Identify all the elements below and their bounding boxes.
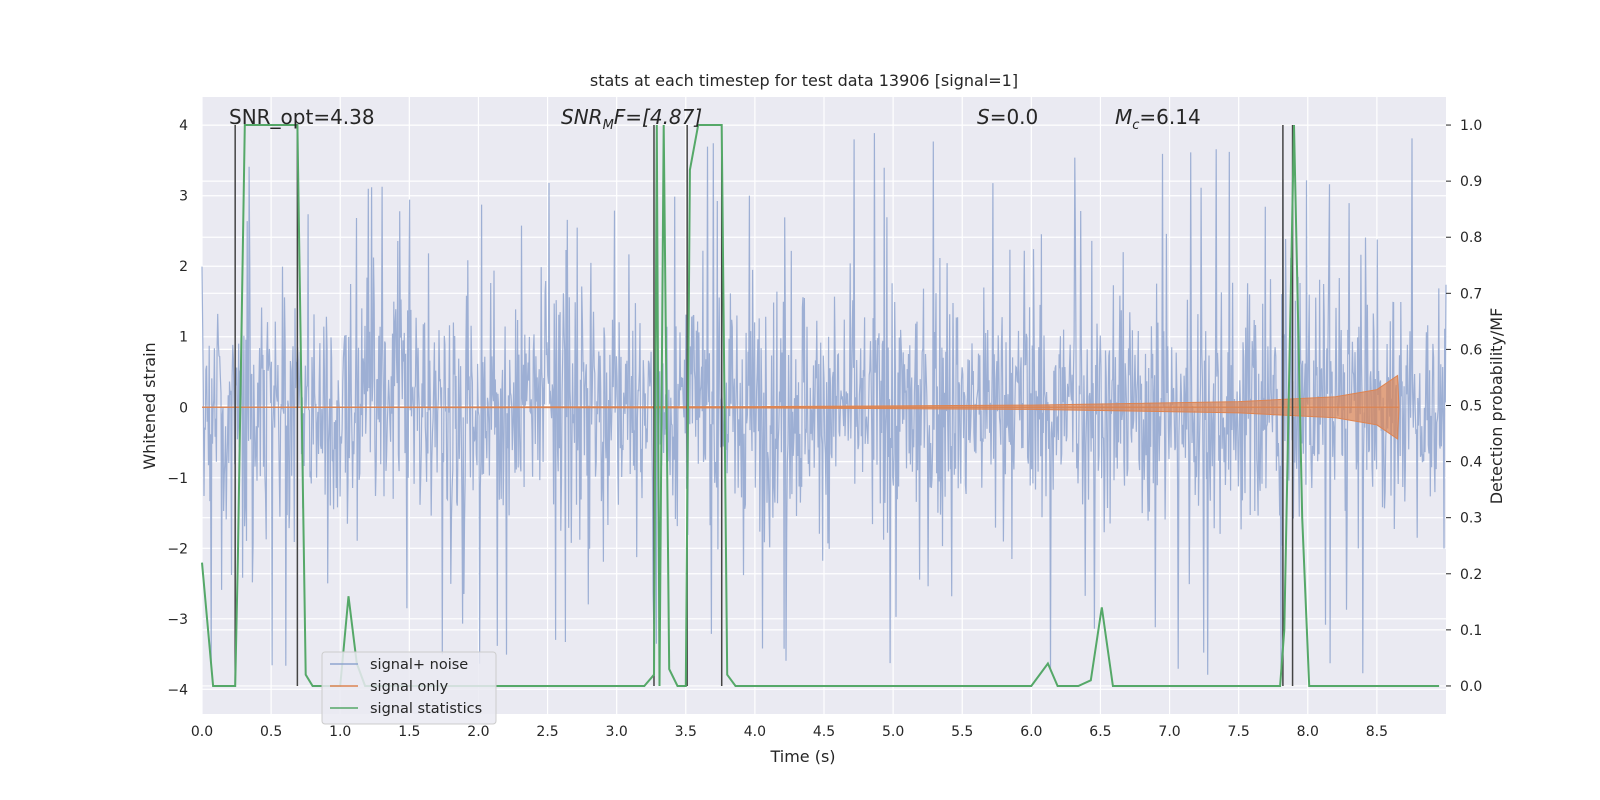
y-right-tick-label: 0.0 bbox=[1460, 679, 1482, 695]
annotation-mc-sub: c bbox=[1132, 118, 1139, 133]
x-tick-label: 1.0 bbox=[329, 724, 351, 740]
y-left-tick-label: 2 bbox=[179, 259, 188, 275]
x-tick-label: 5.5 bbox=[951, 724, 973, 740]
axis-ticks: 0.0 0.5 1.0 1.5 2.0 2.5 3.0 3.5 4.0 4.5 5.0 5.5 6.0 6… bbox=[167, 118, 1482, 740]
signal-statistics-series bbox=[201, 124, 1440, 687]
signal-noise-series bbox=[201, 133, 1447, 675]
x-tick-label: 4.0 bbox=[744, 724, 766, 740]
x-tick-label: 1.5 bbox=[398, 724, 420, 740]
y-right-tick-label: 0.6 bbox=[1460, 342, 1482, 358]
y-axis-label-right: Detection probability/MF bbox=[1487, 308, 1506, 505]
annotation-s-rest: =0.0 bbox=[990, 105, 1039, 129]
signal-statistics-line bbox=[201, 124, 1440, 687]
y-left-tick-label: 3 bbox=[179, 189, 188, 205]
x-tick-label: 8.5 bbox=[1366, 724, 1388, 740]
signal-noise-line bbox=[201, 133, 1447, 675]
legend-label-signal-noise: signal+ noise bbox=[370, 657, 468, 673]
x-tick-label: 2.0 bbox=[467, 724, 489, 740]
annotation-snr-mf: SNRMF=[4.87] bbox=[561, 105, 702, 133]
annotation-mc-main: M bbox=[1115, 105, 1132, 129]
annotation-snr-mf-sub: M bbox=[603, 118, 614, 133]
y-right-tick-label: 0.1 bbox=[1460, 623, 1482, 639]
x-tick-label: 3.5 bbox=[675, 724, 697, 740]
annotation-mc-rest: =6.14 bbox=[1139, 105, 1200, 129]
annotation-snr-opt: SNR_opt=4.38 bbox=[229, 105, 375, 129]
legend: signal+ noise signal only signal statist… bbox=[321, 651, 497, 725]
x-tick-label: 0.5 bbox=[260, 724, 282, 740]
x-tick-label: 7.5 bbox=[1228, 724, 1250, 740]
signal-only-series bbox=[201, 374, 1400, 440]
annotation-s: S=0.0 bbox=[977, 105, 1038, 129]
annotation-mc: Mc=6.14 bbox=[1115, 105, 1201, 133]
y-right-tick-label: 0.7 bbox=[1460, 286, 1482, 302]
x-tick-label: 8.0 bbox=[1297, 724, 1319, 740]
x-axis-label: Time (s) bbox=[769, 747, 835, 766]
y-right-tick-label: 0.3 bbox=[1460, 511, 1482, 527]
y-right-tick-label: 0.5 bbox=[1460, 399, 1482, 415]
y-right-tick-label: 0.2 bbox=[1460, 567, 1482, 583]
x-tick-label: 3.0 bbox=[606, 724, 628, 740]
y-right-tick-label: 0.9 bbox=[1460, 174, 1482, 190]
y-left-tick-label: −4 bbox=[167, 682, 188, 698]
y-left-tick-label: 4 bbox=[179, 118, 188, 134]
x-tick-label: 5.0 bbox=[882, 724, 904, 740]
x-tick-label: 0.0 bbox=[191, 724, 213, 740]
y-left-tick-label: −3 bbox=[167, 612, 188, 628]
annotation-s-main: S bbox=[977, 105, 990, 129]
y-left-tick-label: 0 bbox=[179, 400, 188, 416]
x-tick-label: 4.5 bbox=[813, 724, 835, 740]
y-right-tick-label: 1.0 bbox=[1460, 118, 1482, 134]
y-right-tick-label: 0.8 bbox=[1460, 230, 1482, 246]
chart-title: stats at each timestep for test data 139… bbox=[590, 71, 1018, 90]
y-left-tick-label: −2 bbox=[167, 541, 188, 557]
y-right-tick-label: 0.4 bbox=[1460, 455, 1482, 471]
annotation-snr-mf-rest: F=[4.87] bbox=[614, 105, 702, 129]
y-left-tick-label: 1 bbox=[179, 330, 188, 346]
legend-box bbox=[321, 651, 497, 725]
x-tick-label: 2.5 bbox=[536, 724, 558, 740]
x-tick-label: 7.0 bbox=[1158, 724, 1180, 740]
x-tick-label: 6.0 bbox=[1020, 724, 1042, 740]
legend-label-signal-only: signal only bbox=[370, 679, 449, 695]
legend-label-signal-statistics: signal statistics bbox=[370, 701, 482, 717]
annotation-snr-mf-main: SNR bbox=[561, 105, 603, 129]
x-tick-label: 6.5 bbox=[1089, 724, 1111, 740]
y-axis-label-left: Whitened strain bbox=[140, 342, 159, 469]
y-left-tick-label: −1 bbox=[167, 471, 188, 487]
